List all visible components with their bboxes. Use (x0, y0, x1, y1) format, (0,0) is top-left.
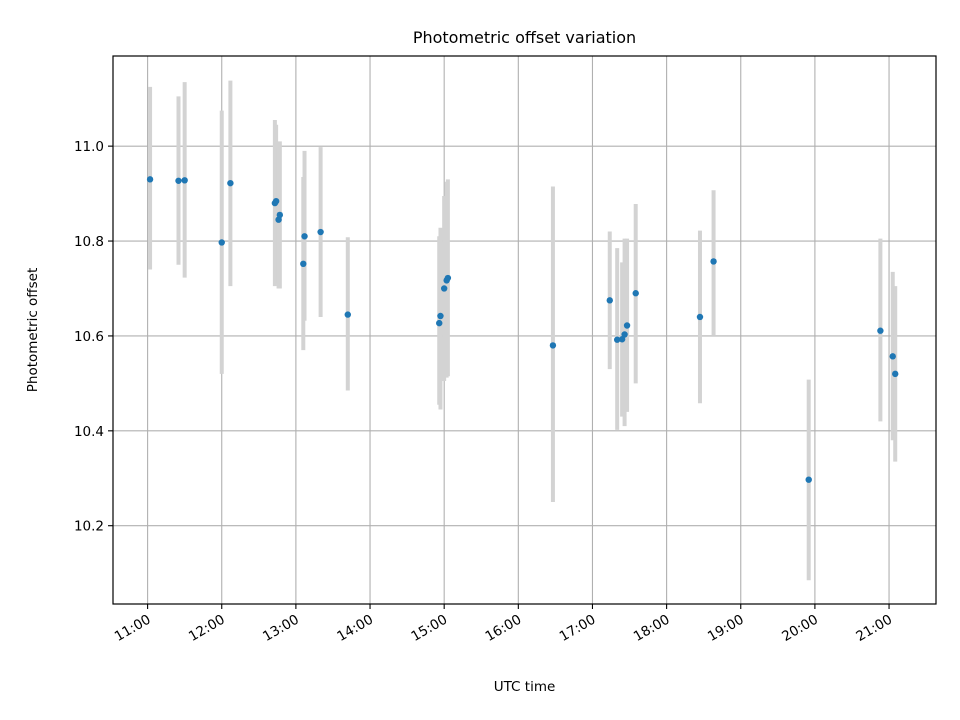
y-tick-label: 10.8 (74, 234, 104, 250)
x-axis-label: UTC time (494, 679, 556, 695)
y-tick-label: 10.4 (74, 424, 104, 440)
y-tick-label: 10.2 (74, 519, 104, 535)
data-point (618, 336, 626, 343)
y-tick-label: 10.6 (74, 329, 104, 345)
data-point (437, 312, 444, 320)
data-point (272, 197, 280, 205)
data-point (805, 476, 812, 483)
data-point (175, 177, 182, 184)
data-point (300, 260, 307, 268)
data-point (623, 322, 631, 329)
y-axis-ticks: 10.2 10.4 10.6 10.8 11.0 (74, 139, 113, 535)
data-point (549, 342, 557, 349)
data-point (227, 179, 234, 187)
data-point (710, 258, 717, 265)
data-point (889, 353, 896, 360)
data-points (146, 176, 899, 483)
chart-title: Photometric offset variation (413, 28, 636, 47)
y-tick-label: 11.0 (74, 139, 104, 155)
data-point (606, 297, 613, 304)
data-point (436, 319, 443, 327)
y-axis-label: Photometric offset (25, 268, 41, 392)
data-point (276, 211, 284, 219)
plot-frame (112, 55, 937, 605)
data-point (146, 176, 154, 183)
data-point (632, 290, 639, 297)
data-point (218, 239, 225, 246)
data-point (444, 274, 452, 282)
data-point (696, 313, 704, 321)
data-point (621, 331, 628, 338)
data-point (440, 285, 448, 292)
data-point (344, 311, 351, 318)
data-point (181, 177, 188, 184)
data-point (317, 228, 324, 236)
data-point (613, 336, 621, 343)
data-point (877, 327, 884, 334)
data-point (301, 233, 308, 240)
data-point (892, 370, 899, 378)
grid-lines (113, 56, 936, 604)
